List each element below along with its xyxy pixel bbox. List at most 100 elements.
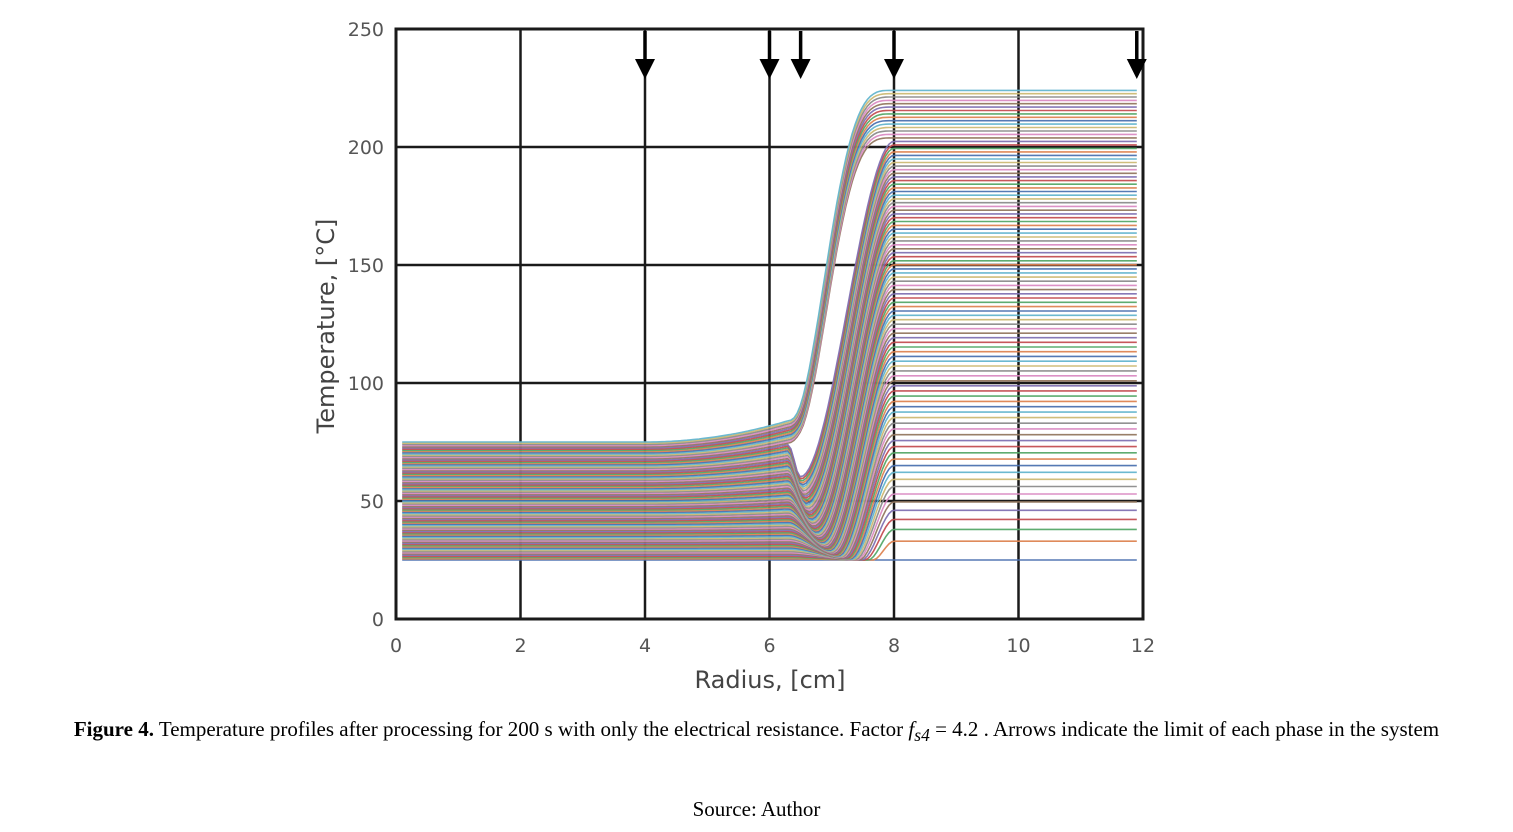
temperature-profile-line (402, 509, 1137, 561)
temperature-profile-line (402, 151, 1137, 484)
temperature-profile-line (402, 478, 1137, 561)
temperature-profile-line (402, 102, 1137, 448)
temperature-profile-line (402, 147, 1137, 482)
arrow-head (1126, 59, 1147, 79)
temperature-profile-line (402, 190, 1137, 505)
arrow-head (884, 59, 904, 79)
temperature-profile-line (402, 137, 1137, 460)
temperature-profile-line (402, 445, 1137, 560)
temperature-profile-line (402, 263, 1137, 532)
temperature-profile-line (402, 405, 1137, 557)
temperature-profile-line (402, 297, 1137, 541)
temperature-profile-line (402, 133, 1137, 459)
temperature-profile-line (402, 130, 1137, 458)
temperature-profile-line (402, 379, 1137, 555)
temperature-profile-line (402, 248, 1137, 527)
temperature-profile-line (402, 89, 1137, 443)
temperature-profile-line (402, 493, 1137, 561)
temperature-profile-line (402, 374, 1137, 554)
temperature-profile-line (402, 314, 1137, 545)
temperature-profile-line (402, 176, 1137, 497)
temperature-profile-line (402, 187, 1137, 503)
x-tick-label: 2 (514, 635, 526, 657)
temperature-profile-line (402, 268, 1137, 533)
temperature-profile-line (402, 395, 1137, 556)
temperature-profile-line (402, 228, 1137, 520)
phase-limit-arrow (635, 31, 655, 79)
temperature-profile-line (402, 220, 1137, 517)
temperature-profile-line (402, 224, 1137, 519)
temperature-profile-line (402, 350, 1137, 551)
temperature-profile-line (402, 416, 1137, 558)
temperature-profile-line (402, 183, 1137, 501)
x-tick-label: 10 (1006, 635, 1030, 657)
phase-limit-arrows (635, 31, 1147, 79)
y-tick-label: 250 (348, 19, 384, 41)
arrow-head (790, 59, 811, 79)
temperature-profile-line (402, 255, 1137, 530)
temperature-profile-line (402, 280, 1137, 537)
factor-subscript: s4 (914, 725, 930, 746)
temperature-profile-line (402, 251, 1137, 528)
y-tick-label: 200 (348, 137, 384, 159)
temperature-profile-line (402, 205, 1137, 511)
temperature-profile-line (402, 346, 1137, 550)
y-tick-label: 100 (348, 373, 384, 395)
figure-source: Source: Author (692, 797, 821, 821)
temperature-profile-line (402, 194, 1137, 506)
temperature-profile-line (402, 259, 1137, 531)
temperature-profile-line (402, 384, 1137, 555)
x-tick-label: 6 (763, 635, 775, 657)
temperature-profile-line (402, 216, 1137, 516)
x-axis-title: Radius, [cm] (694, 666, 845, 694)
temperature-profile-chart: 0 2 4 6 8 10 12 0 50 100 150 200 250 Radius, [cm] T… (312, 19, 1155, 694)
temperature-profile-line (402, 144, 1137, 480)
temperature-profile-line (402, 428, 1137, 559)
temperature-profile-line (402, 439, 1137, 559)
temperature-profile-line (402, 272, 1137, 534)
temperature-profile-line (402, 422, 1137, 558)
temperature-profile-line (402, 318, 1137, 546)
temperature-profile-line (402, 400, 1137, 557)
temperature-profile-line (402, 126, 1137, 456)
temperature-profile-line (402, 355, 1137, 552)
temperature-profile-line (402, 323, 1137, 546)
temperature-profile-line (402, 201, 1137, 510)
temperature-profile-line (402, 119, 1137, 454)
temperature-profile-line (402, 168, 1137, 494)
temperature-profile-line (402, 370, 1137, 553)
temperature-profile-line (402, 540, 1137, 561)
y-tick-label: 0 (372, 609, 384, 631)
phase-limit-arrow (759, 31, 780, 79)
temperature-profile-line (402, 332, 1137, 548)
temperature-profile-line (402, 232, 1137, 522)
temperature-profile-line (402, 433, 1137, 559)
temperature-profile-line (402, 123, 1137, 455)
y-tick-label: 50 (360, 491, 384, 513)
phase-limit-arrow (790, 31, 811, 79)
temperature-profile-line (402, 172, 1137, 495)
x-tick-labels: 0 2 4 6 8 10 12 (390, 635, 1155, 657)
figure-label: Figure 4. (73, 717, 154, 741)
temperature-profile-line (402, 292, 1137, 540)
phase-limit-arrow (884, 31, 904, 79)
factor-value: = 4.2 (935, 717, 979, 741)
temperature-profile-line (402, 301, 1137, 542)
temperature-profile-line (402, 92, 1137, 445)
temperature-profile-line (402, 360, 1137, 552)
caption-text-before: Temperature profiles after processing fo… (158, 717, 904, 741)
temperature-profile-line (402, 198, 1137, 508)
temperature-profile-line (402, 288, 1137, 539)
temperature-profile-line (402, 284, 1137, 538)
temperature-profile-line (402, 451, 1137, 560)
temperature-profile-line (402, 158, 1137, 488)
temperature-profile-line (402, 518, 1137, 561)
x-tick-label: 4 (639, 635, 651, 657)
temperature-profile-line (402, 276, 1137, 536)
factor-symbol: f (908, 717, 915, 741)
temperature-profile-line (402, 240, 1137, 525)
temperature-profile-line (402, 501, 1137, 561)
temperature-profile-line (402, 458, 1137, 560)
temperature-profile-line (402, 209, 1137, 513)
temperature-profile-line (402, 341, 1137, 550)
